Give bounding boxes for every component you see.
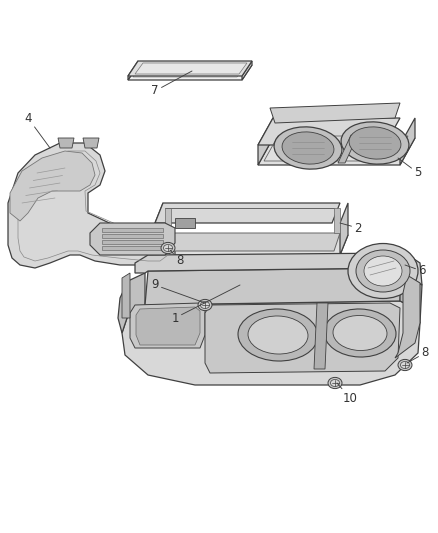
Ellipse shape xyxy=(274,127,342,169)
Ellipse shape xyxy=(324,309,396,357)
Ellipse shape xyxy=(400,361,410,368)
Text: 10: 10 xyxy=(337,383,357,405)
Text: 5: 5 xyxy=(398,158,422,180)
Polygon shape xyxy=(8,143,175,268)
Text: 4: 4 xyxy=(24,111,50,148)
Polygon shape xyxy=(205,303,400,373)
Polygon shape xyxy=(334,208,340,233)
Polygon shape xyxy=(83,138,99,148)
Ellipse shape xyxy=(198,300,212,311)
Ellipse shape xyxy=(356,250,410,292)
Polygon shape xyxy=(314,303,328,369)
Polygon shape xyxy=(102,246,163,250)
Ellipse shape xyxy=(364,256,402,286)
Polygon shape xyxy=(130,303,205,348)
Polygon shape xyxy=(340,203,348,255)
Text: 6: 6 xyxy=(405,264,426,278)
Text: 2: 2 xyxy=(340,222,362,235)
Polygon shape xyxy=(165,233,340,251)
Ellipse shape xyxy=(282,132,334,164)
Ellipse shape xyxy=(161,243,175,254)
Polygon shape xyxy=(122,273,130,318)
Polygon shape xyxy=(10,151,95,221)
Polygon shape xyxy=(338,135,358,163)
Polygon shape xyxy=(102,234,163,238)
Polygon shape xyxy=(155,235,348,255)
Polygon shape xyxy=(135,253,422,285)
Text: 7: 7 xyxy=(151,71,192,98)
Ellipse shape xyxy=(163,245,173,252)
Ellipse shape xyxy=(328,377,342,389)
Polygon shape xyxy=(165,208,171,233)
Polygon shape xyxy=(145,268,403,305)
Polygon shape xyxy=(258,118,273,165)
Polygon shape xyxy=(400,273,422,323)
Ellipse shape xyxy=(341,122,409,164)
Ellipse shape xyxy=(248,316,308,354)
Polygon shape xyxy=(136,307,200,345)
Ellipse shape xyxy=(398,359,412,370)
Polygon shape xyxy=(242,61,252,80)
Ellipse shape xyxy=(238,309,318,361)
Polygon shape xyxy=(128,65,252,80)
Ellipse shape xyxy=(348,244,418,298)
Polygon shape xyxy=(175,218,195,228)
Polygon shape xyxy=(395,275,420,358)
Polygon shape xyxy=(118,273,145,333)
Polygon shape xyxy=(258,138,415,165)
Polygon shape xyxy=(135,63,247,74)
Ellipse shape xyxy=(330,379,339,386)
Polygon shape xyxy=(400,118,415,165)
Polygon shape xyxy=(58,138,74,148)
Polygon shape xyxy=(128,61,138,80)
Polygon shape xyxy=(258,118,400,145)
Text: 8: 8 xyxy=(407,346,429,363)
Polygon shape xyxy=(155,203,340,223)
Polygon shape xyxy=(102,240,163,244)
Text: 9: 9 xyxy=(151,279,205,303)
Text: 8: 8 xyxy=(170,250,184,268)
Polygon shape xyxy=(128,61,252,76)
Text: 1: 1 xyxy=(171,285,240,325)
Polygon shape xyxy=(102,228,163,232)
Ellipse shape xyxy=(201,302,209,309)
Polygon shape xyxy=(270,103,400,123)
Polygon shape xyxy=(155,203,163,255)
Polygon shape xyxy=(90,223,175,255)
Ellipse shape xyxy=(333,316,387,351)
Polygon shape xyxy=(122,301,420,385)
Ellipse shape xyxy=(349,127,401,159)
